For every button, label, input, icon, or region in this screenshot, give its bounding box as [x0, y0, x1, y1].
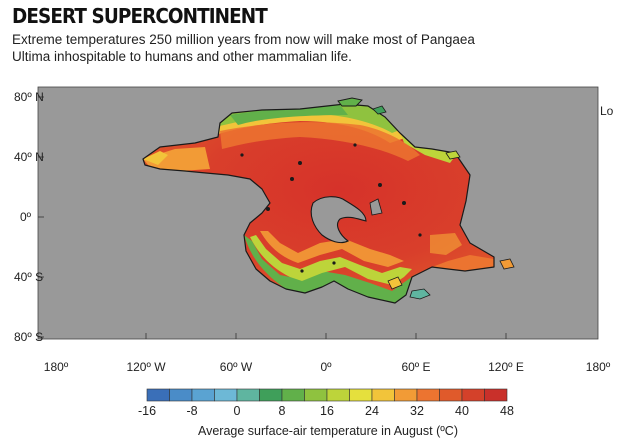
legend-ticks: -16 -8 0 8 16 24 32 40 48	[138, 404, 514, 418]
lat-label: 40º N	[14, 150, 44, 164]
lon-label: 180º	[586, 360, 611, 374]
legend-swatch	[326, 388, 350, 402]
map-svg: 80º N 40º N 0º 40º S 80º S 180º 120º W 6…	[14, 86, 614, 374]
legend-tick-label: 8	[279, 404, 286, 418]
legend-swatch	[191, 388, 215, 402]
corner-label: Lo	[600, 104, 614, 118]
legend-tick-label: 48	[500, 404, 514, 418]
lat-label: 80º N	[14, 90, 44, 104]
lat-label: 40º S	[14, 270, 43, 284]
coastline	[142, 103, 495, 304]
legend-swatch	[169, 388, 193, 402]
legend-swatch	[281, 388, 305, 402]
legend-swatch	[146, 388, 170, 402]
lon-label: 60º W	[220, 360, 253, 374]
legend-swatch	[214, 388, 238, 402]
legend-swatch	[259, 388, 283, 402]
legend-swatch	[236, 388, 260, 402]
legend-tick-label: -8	[186, 404, 197, 418]
legend-tick-label: 24	[365, 404, 379, 418]
legend-tick-label: 16	[320, 404, 334, 418]
color-legend: -16 -8 0 8 16 24 32 40 48 Average surface-air te…	[138, 388, 514, 438]
inner-sea	[310, 196, 367, 244]
page-subtitle: Extreme temperatures 250 million years f…	[12, 32, 475, 64]
lon-label: 120º W	[126, 360, 166, 374]
legend-swatch	[484, 388, 508, 402]
legend-swatch	[349, 388, 373, 402]
legend-tick-label: 0	[234, 404, 241, 418]
lat-label: 80º S	[14, 330, 43, 344]
legend-tick-label: 40	[455, 404, 469, 418]
lon-label: 60º E	[401, 360, 430, 374]
legend-swatch	[304, 388, 328, 402]
legend-color-bar	[146, 388, 508, 402]
lat-label: 0º	[20, 210, 32, 224]
legend-title: Average surface-air temperature in Augus…	[198, 424, 458, 438]
legend-swatch	[439, 388, 463, 402]
legend-tick-label: 32	[410, 404, 424, 418]
legend-tick-label: -16	[138, 404, 156, 418]
legend-swatch	[394, 388, 418, 402]
legend-swatch	[416, 388, 440, 402]
lon-label: 0º	[320, 360, 332, 374]
lon-label: 180º	[44, 360, 69, 374]
map-figure: 80º N 40º N 0º 40º S 80º S 180º 120º W 6…	[0, 85, 640, 385]
legend-swatch	[461, 388, 485, 402]
legend-swatch	[371, 388, 395, 402]
lon-label: 120º E	[488, 360, 524, 374]
page-title: DESERT SUPERCONTINENT	[12, 4, 268, 28]
